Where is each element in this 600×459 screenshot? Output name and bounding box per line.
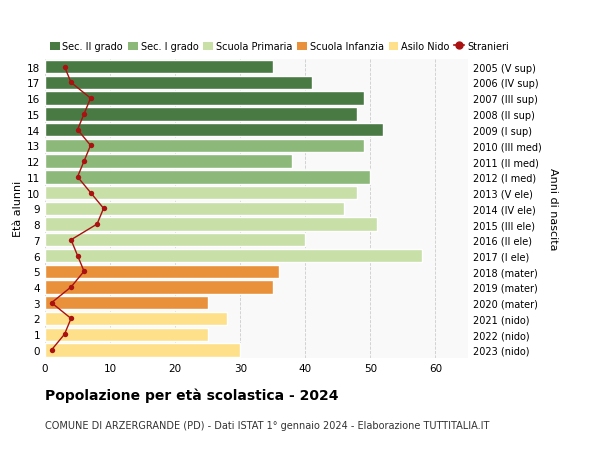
Point: [73, 174, 82, 181]
Point: [79, 158, 89, 165]
Point: [66, 284, 76, 291]
Bar: [45, 108, 358, 121]
Bar: [45, 218, 377, 231]
Point: [60, 64, 70, 71]
Bar: [45, 202, 344, 216]
Text: COMUNE DI ARZERGRANDE (PD) - Dati ISTAT 1° gennaio 2024 - Elaborazione TUTTITALI: COMUNE DI ARZERGRANDE (PD) - Dati ISTAT …: [45, 420, 490, 430]
Bar: [45, 61, 273, 74]
Bar: [45, 92, 364, 106]
Point: [86, 190, 95, 197]
Point: [79, 111, 89, 118]
Bar: [45, 249, 422, 263]
Bar: [45, 265, 279, 278]
Text: Popolazione per età scolastica - 2024: Popolazione per età scolastica - 2024: [45, 388, 338, 403]
Bar: [45, 343, 240, 357]
Point: [86, 142, 95, 150]
Point: [86, 95, 95, 103]
Point: [47, 299, 56, 307]
Bar: [45, 77, 312, 90]
Bar: [45, 171, 370, 184]
Point: [60, 331, 70, 338]
Y-axis label: Anni di nascita: Anni di nascita: [548, 168, 558, 250]
Point: [92, 221, 102, 228]
Point: [79, 268, 89, 275]
Bar: [45, 328, 208, 341]
Bar: [45, 234, 305, 247]
Y-axis label: Età alunni: Età alunni: [13, 181, 23, 237]
Point: [73, 127, 82, 134]
Point: [47, 347, 56, 354]
Bar: [45, 312, 227, 325]
Bar: [45, 186, 358, 200]
Bar: [45, 123, 383, 137]
Legend: Sec. II grado, Sec. I grado, Scuola Primaria, Scuola Infanzia, Asilo Nido, Stran: Sec. II grado, Sec. I grado, Scuola Prim…: [50, 42, 509, 52]
Point: [66, 79, 76, 87]
Bar: [45, 155, 292, 168]
Point: [66, 315, 76, 322]
Point: [99, 205, 109, 213]
Bar: [45, 297, 208, 310]
Bar: [45, 281, 273, 294]
Bar: [45, 140, 364, 153]
Point: [66, 236, 76, 244]
Point: [73, 252, 82, 260]
